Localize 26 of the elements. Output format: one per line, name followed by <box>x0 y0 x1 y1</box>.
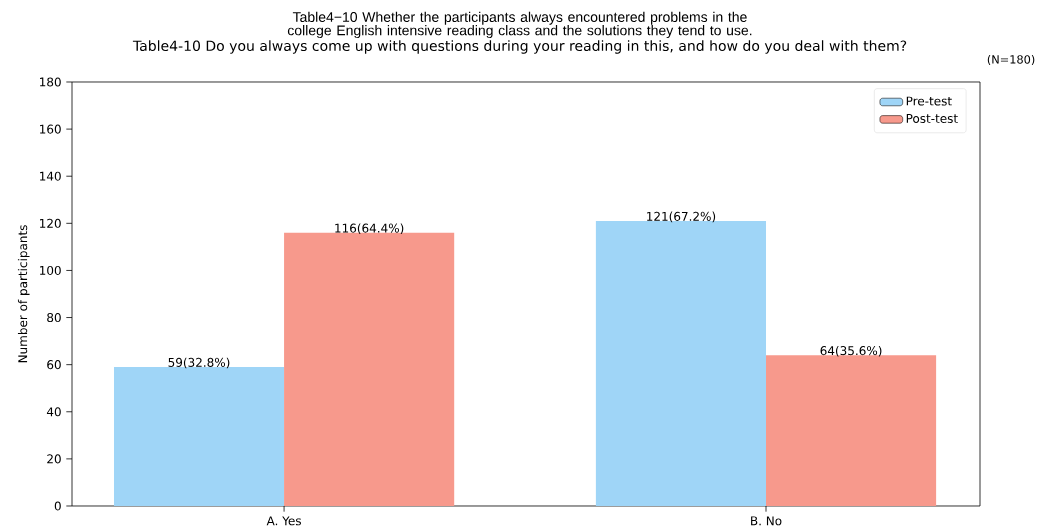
legend-label: Pre-test <box>906 96 952 106</box>
y-axis-title: Number of participants <box>17 225 30 363</box>
y-tick-label: 100 <box>40 266 61 276</box>
bar <box>766 355 937 507</box>
y-tick-label: 160 <box>40 124 61 134</box>
y-tick-label: 40 <box>46 407 61 417</box>
x-tick-label: B. No <box>751 516 782 526</box>
data-label: 121(67.2%) <box>647 211 716 223</box>
y-tick-label: 80 <box>47 313 61 323</box>
y-tick-label: 180 <box>40 77 61 87</box>
y-tick-label: 60 <box>47 360 61 370</box>
y-tick-label: 140 <box>40 171 61 181</box>
legend-label: Post-test <box>906 114 958 124</box>
y-tick-label: 0 <box>54 501 61 511</box>
data-label: 116(64.4%) <box>335 223 404 235</box>
bar <box>284 232 455 507</box>
data-label: 64(35.6%) <box>820 346 882 357</box>
chart-title: Table4−10 Whether the participants always encountered problems in the college English intensive reading class and the solutions they tend to use. <box>287 11 752 39</box>
bar <box>113 367 285 507</box>
y-tick-label: 120 <box>40 218 61 228</box>
chart-subtitle: Table4-10 Do you always come up with questions during your reading in this, and how do you deal with them? <box>132 40 907 54</box>
y-tick-label: 20 <box>47 454 61 464</box>
x-tick-label: A. Yes <box>266 516 301 526</box>
bar <box>595 221 767 507</box>
data-label: 59(32.8%) <box>168 357 230 369</box>
text: (N=180) <box>987 55 1035 66</box>
